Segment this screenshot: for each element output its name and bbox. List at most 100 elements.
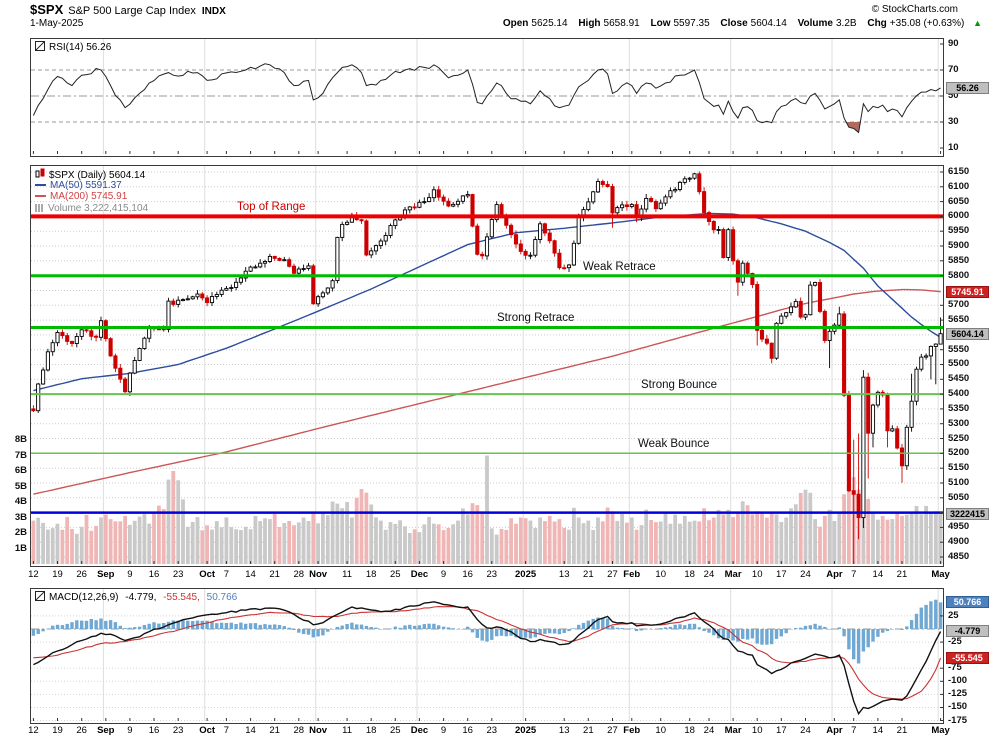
macd-histogram-bar <box>408 624 412 629</box>
macd-histogram-bar <box>562 629 566 633</box>
candle-body <box>306 265 311 269</box>
candle-body <box>885 394 890 432</box>
volume-bar <box>89 530 94 564</box>
candle-body <box>475 225 480 255</box>
volume-bar <box>446 528 451 564</box>
volume-bar <box>354 497 359 564</box>
macd-histogram-bar <box>765 629 769 645</box>
price-tick-label: 5850 <box>948 254 970 266</box>
candle-body <box>185 298 190 301</box>
volume-bar <box>388 522 393 564</box>
rsi-legend: RSI(14) 56.26 <box>35 41 111 54</box>
volume-bar <box>441 530 446 564</box>
macd-histogram-bar <box>721 629 726 640</box>
x-axis-label: 26 <box>76 569 87 580</box>
volume-bar <box>866 498 871 564</box>
macd-histogram-bar <box>519 629 523 639</box>
macd-signal-badge: -55.545 <box>946 652 989 665</box>
candle-body <box>870 404 876 434</box>
price-legend: $SPX (Daily) 5604.14 MA(50) 5591.37 MA(2… <box>35 168 148 214</box>
candle-body <box>393 219 398 227</box>
macd-histogram-bar <box>760 629 764 645</box>
header-row-1: $SPX S&P 500 Large Cap Index INDX © StockC… <box>30 2 982 17</box>
volume-bar <box>721 514 726 564</box>
x-axis-label: 27 <box>607 725 618 736</box>
volume-value-badge: 3222415 <box>946 508 989 521</box>
x-axis-label: 16 <box>148 569 160 580</box>
candle-body <box>552 240 557 254</box>
volume-bar <box>108 519 113 564</box>
volume-bar <box>904 514 909 564</box>
candle-body <box>441 196 446 202</box>
volume-bar <box>325 515 330 564</box>
candle-body <box>166 300 171 330</box>
price-tick-label: 5700 <box>948 299 970 311</box>
macd-histogram-bar <box>914 613 919 629</box>
x-axis-label: Mar <box>724 569 742 580</box>
volume-bar <box>374 517 378 564</box>
macd-histogram-bar <box>157 623 161 629</box>
volume-bar <box>306 521 311 564</box>
quote-strip: Open 5625.14 High 5658.91 Low 5597.35 Close… <box>495 18 982 29</box>
candle-body <box>180 299 186 302</box>
ma200-value-badge: 5745.91 <box>946 285 989 298</box>
volume-bar <box>65 516 70 564</box>
x-axis-label: 23 <box>172 725 184 736</box>
volume-bar <box>774 514 779 564</box>
exchange-label: INDX <box>201 6 226 17</box>
macd-histogram-bar <box>292 629 296 630</box>
macd-histogram-bar <box>909 620 914 629</box>
macd-histogram-bar <box>461 629 465 630</box>
macd-histogram-bar <box>774 629 779 639</box>
volume-bar <box>137 516 142 564</box>
macd-histogram-bar <box>900 629 904 630</box>
candle-body <box>803 314 808 318</box>
volume-bar <box>827 509 832 564</box>
volume-bar <box>190 522 195 564</box>
macd-histogram-bar <box>707 629 711 633</box>
candle-body <box>571 242 576 266</box>
volume-bar <box>296 522 301 564</box>
macd-histogram-bar <box>432 623 436 629</box>
macd-histogram-bar <box>852 629 856 660</box>
candle-body <box>267 255 272 262</box>
x-axis-label: Dec <box>410 569 429 580</box>
candle-body <box>127 372 132 393</box>
volume-bar <box>692 520 697 564</box>
macd-histogram-bar <box>282 626 286 629</box>
x-axis-label: 23 <box>172 569 184 580</box>
volume-bar <box>84 514 89 564</box>
candle-body <box>668 190 673 198</box>
rsi-panel <box>30 38 944 157</box>
volume-bar <box>224 517 229 564</box>
volume-bar <box>214 521 219 564</box>
legend-ma200-text: MA(200) 5745.91 <box>50 191 128 202</box>
macd-histogram-bar <box>108 620 113 629</box>
macd-histogram-bar <box>176 620 180 629</box>
candle-body <box>523 250 528 256</box>
candle-body <box>65 335 70 342</box>
volume-bar <box>292 525 296 564</box>
volume-bar <box>750 514 755 564</box>
macd-histogram-bar <box>311 629 315 638</box>
volume-bar <box>784 517 789 564</box>
volume-bar <box>567 529 571 564</box>
candle-body <box>784 312 789 317</box>
candle-body <box>509 224 514 236</box>
candle-body <box>629 204 634 208</box>
x-axis-label: 17 <box>776 725 787 736</box>
volume-bar <box>745 505 750 564</box>
rsi-legend-text: RSI(14) 56.26 <box>49 42 112 53</box>
level-label: Weak Retrace <box>583 260 656 273</box>
x-axis-label: 16 <box>462 725 473 736</box>
candle-body <box>209 296 215 304</box>
macd-histogram-bar <box>929 601 933 629</box>
macd-histogram-bar <box>384 628 388 630</box>
macd-histogram-bar <box>649 629 653 630</box>
volume-bar <box>185 526 190 564</box>
volume-bar <box>528 520 533 564</box>
macd-histogram-bar <box>470 629 475 633</box>
candle-body <box>538 223 543 240</box>
x-axis-label: 7 <box>851 725 857 736</box>
candle-body <box>595 181 601 193</box>
